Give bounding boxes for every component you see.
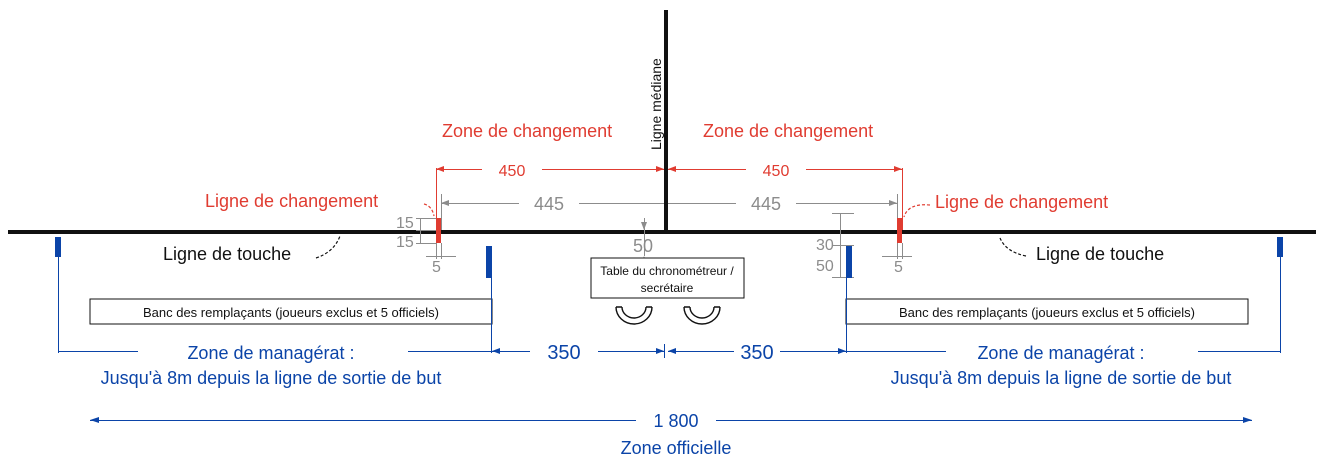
marker-blue-bench-left — [486, 246, 492, 278]
dim-450-right-label: 450 — [763, 163, 790, 180]
table-chronometreur — [590, 257, 745, 299]
ligne-changement-label-right: Ligne de changement — [935, 192, 1108, 212]
ligne-changement-marker-left — [436, 218, 441, 243]
zone-changement-label-right: Zone de changement — [703, 121, 873, 141]
marker-blue-bench-right — [846, 246, 852, 278]
dim-total — [90, 417, 1252, 423]
leader-changement-right — [903, 204, 931, 218]
table-label-line1: Table du chronométreur / — [600, 264, 734, 278]
zone-managerat-right-title: Zone de managérat : — [977, 343, 1144, 363]
dim-right-5: 5 — [894, 259, 903, 276]
zone-managerat-left-title: Zone de managérat : — [187, 343, 354, 363]
leader-touche-right — [999, 237, 1027, 257]
ligne-changement-label-left: Ligne de changement — [205, 191, 378, 211]
banc-remplacants-right — [845, 298, 1249, 325]
dim-445-right-label: 445 — [751, 194, 781, 214]
dim-managerat-left — [58, 257, 492, 353]
zone-managerat-left-desc: Jusqu'à 8m depuis la ligne de sortie de … — [101, 368, 442, 388]
zone-officielle-label: Zone officielle — [621, 438, 732, 458]
leader-touche-left — [315, 235, 341, 259]
marker-blue-far-right — [1277, 237, 1283, 257]
dim-right-30: 30 — [816, 237, 834, 254]
zone-managerat-right-desc: Jusqu'à 8m depuis la ligne de sortie de … — [891, 368, 1232, 388]
dim-table-offset-label: 50 — [633, 236, 653, 256]
ligne-mediane-label: Ligne médiane — [648, 58, 664, 150]
zone-changement-label-left: Zone de changement — [442, 121, 612, 141]
dim-total-label: 1 800 — [653, 411, 698, 431]
dim-450-right — [668, 166, 903, 230]
chair-left — [615, 306, 653, 325]
table-label-line2: secrétaire — [641, 281, 694, 295]
dim-450-left — [436, 166, 664, 230]
dim-350-right — [668, 348, 846, 354]
leader-changement-left — [423, 203, 435, 217]
dim-left-15-top: 15 — [396, 215, 414, 232]
dim-left-15-bottom: 15 — [396, 234, 414, 251]
banc-label-right: Banc des remplaçants (joueurs exclus et … — [899, 305, 1195, 320]
dim-350-left — [492, 344, 665, 358]
dim-left-5: 5 — [432, 259, 441, 276]
dim-right-small — [832, 213, 912, 278]
ligne-de-touche — [8, 230, 1316, 234]
dim-350-right-label: 350 — [740, 342, 773, 364]
banc-label-left: Banc des remplaçants (joueurs exclus et … — [143, 305, 439, 320]
dim-445-left — [441, 194, 664, 230]
dim-450-left-label: 450 — [499, 163, 526, 180]
dim-managerat-right — [846, 257, 1281, 353]
ligne-touche-label-left: Ligne de touche — [163, 244, 291, 264]
ligne-changement-marker-right — [897, 218, 902, 243]
ligne-touche-label-right: Ligne de touche — [1036, 244, 1164, 264]
dim-left-small — [416, 218, 456, 259]
dim-445-left-label: 445 — [534, 194, 564, 214]
dim-350-left-label: 350 — [547, 342, 580, 364]
chair-right — [683, 306, 721, 325]
dim-445-right — [668, 194, 898, 230]
dim-right-50: 50 — [816, 258, 834, 275]
marker-blue-far-left — [55, 237, 61, 257]
ligne-mediane — [664, 10, 668, 234]
